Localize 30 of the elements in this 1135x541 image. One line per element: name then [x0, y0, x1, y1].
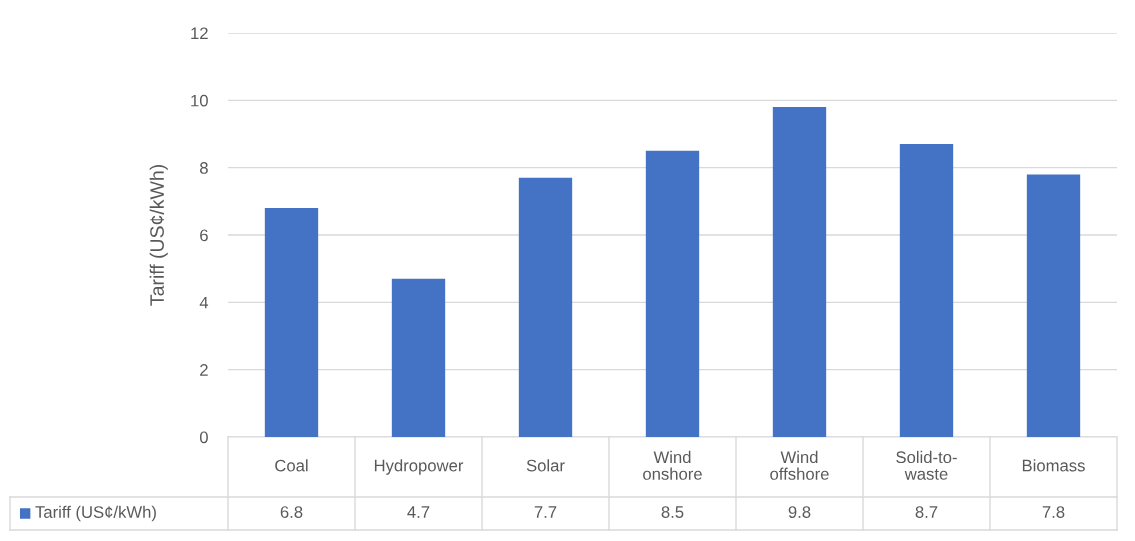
x-tick-label: Coal — [275, 459, 308, 472]
bar — [772, 107, 827, 437]
y-tick-label: 8 — [200, 162, 208, 174]
data-label: 6.8 — [280, 506, 303, 518]
y-tick-label: 4 — [199, 296, 209, 309]
y-tick-label: 10 — [191, 94, 208, 107]
bar — [899, 144, 954, 437]
x-tick-label: Solid-to- waste — [896, 450, 957, 480]
bar — [518, 177, 573, 437]
data-label: 7.7 — [534, 506, 557, 518]
data-label: 4.7 — [407, 506, 430, 518]
x-tick-label: Solar — [526, 459, 565, 472]
bar — [391, 278, 446, 437]
x-tick-label: Wind onshore — [643, 450, 702, 480]
data-label: 9.8 — [788, 506, 811, 518]
x-tick-label: Wind offshore — [770, 450, 829, 480]
bar — [1026, 174, 1081, 437]
y-tick-label: 12 — [191, 27, 208, 40]
y-tick-label: 2 — [200, 364, 208, 376]
y-tick-label: 0 — [199, 431, 208, 444]
data-label: 8.7 — [915, 506, 938, 518]
bar — [264, 208, 319, 437]
y-tick-label: 6 — [200, 229, 208, 242]
data-label: 8.5 — [661, 506, 684, 518]
x-tick-label: Biomass — [1022, 459, 1085, 472]
legend-label: Tariff (US¢/kWh) — [35, 505, 156, 522]
y-axis-title: Tariff (US¢/kWh) — [149, 165, 168, 306]
bar — [645, 150, 700, 437]
data-label: 7.8 — [1042, 506, 1065, 518]
x-tick-label: Hydropower — [374, 459, 464, 475]
